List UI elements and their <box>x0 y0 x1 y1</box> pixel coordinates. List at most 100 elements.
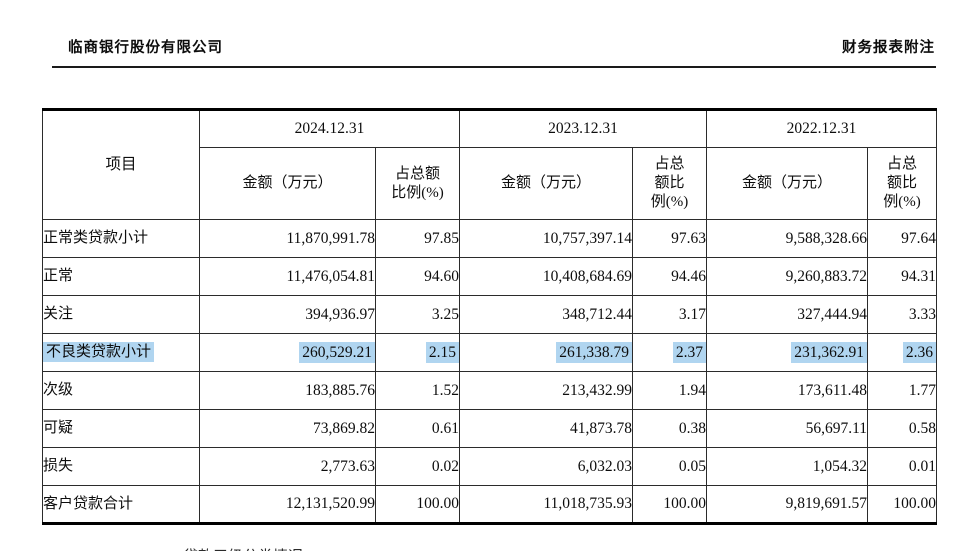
pct-cell: 100.00 <box>867 485 937 524</box>
amount-value: 56,697.11 <box>805 419 867 437</box>
amount-value: 10,757,397.14 <box>542 229 632 247</box>
row-label: 损失 <box>43 458 74 475</box>
pct-value: 0.01 <box>908 457 936 475</box>
pct-cell: 2.36 <box>867 333 937 372</box>
table-header-sub-row: 金额（万元） 占总额 比例(%) 金额（万元） 占总 额比 例(%) 金额（万元… <box>43 147 937 220</box>
amount-cell: 11,018,735.93 <box>459 485 633 524</box>
pct-value: 1.52 <box>431 381 459 399</box>
pct-cell: 97.85 <box>375 219 460 258</box>
amount-value: 9,588,328.66 <box>785 229 867 247</box>
row-label: 关注 <box>43 306 74 323</box>
amount-value: 173,611.48 <box>797 381 867 399</box>
amount-value: 327,444.94 <box>797 305 867 323</box>
amount-value: 213,432.99 <box>562 381 632 399</box>
amount-cell: 9,588,328.66 <box>706 219 868 258</box>
pct-cell: 0.58 <box>867 409 937 448</box>
table-row: 关注 394,936.97 3.25 348,712.44 3.17 327,4… <box>42 295 937 334</box>
column-header-amount-2024: 金额（万元） <box>199 147 376 220</box>
column-header-amount-2022: 金额（万元） <box>706 147 868 220</box>
amount-value: 231,362.91 <box>791 341 867 363</box>
amount-value: 12,131,520.99 <box>285 495 375 513</box>
amount-value: 11,018,735.93 <box>543 495 632 513</box>
amount-cell: 2,773.63 <box>199 447 376 486</box>
pct-value: 3.33 <box>908 305 936 323</box>
pct-value: 0.02 <box>431 457 459 475</box>
row-label-cell: 关注 <box>42 295 200 334</box>
pct-value: 97.85 <box>424 229 459 247</box>
amount-value: 1,054.32 <box>812 457 867 475</box>
amount-cell: 10,757,397.14 <box>459 219 633 258</box>
row-label-cell: 客户贷款合计 <box>42 485 200 524</box>
amount-cell: 394,936.97 <box>199 295 376 334</box>
pct-cell: 94.46 <box>632 257 707 296</box>
row-label-cell: 正常 <box>42 257 200 296</box>
table-header-year-row: 项目 2024.12.31 2023.12.31 2022.12.31 <box>42 109 937 220</box>
loan-classification-table: 项目 2024.12.31 2023.12.31 2022.12.31 金额（万… <box>42 108 937 525</box>
column-header-date-2022: 2022.12.31 <box>706 109 937 148</box>
amount-value: 348,712.44 <box>562 305 632 323</box>
column-header-amount-2023: 金额（万元） <box>459 147 633 220</box>
pct-cell: 1.94 <box>632 371 707 410</box>
pct-value: 100.00 <box>893 495 936 513</box>
amount-cell: 73,869.82 <box>199 409 376 448</box>
pct-value: 94.46 <box>671 267 706 285</box>
amount-cell: 9,260,883.72 <box>706 257 868 296</box>
amount-value: 11,476,054.81 <box>286 267 375 285</box>
row-label: 次级 <box>43 382 74 399</box>
pct-value: 1.77 <box>908 381 936 399</box>
amount-value: 9,260,883.72 <box>785 267 867 285</box>
pct-cell: 2.15 <box>375 333 460 372</box>
report-section-title: 财务报表附注 <box>842 40 935 56</box>
amount-value: 10,408,684.69 <box>542 267 632 285</box>
amount-value: 260,529.21 <box>299 341 375 363</box>
row-label: 可疑 <box>43 420 74 437</box>
pct-cell: 3.33 <box>867 295 937 334</box>
table-row-highlighted: 不良类贷款小计 260,529.21 2.15 261,338.79 2.37 … <box>42 333 937 372</box>
amount-cell: 213,432.99 <box>459 371 633 410</box>
row-label: 正常类贷款小计 <box>43 230 149 247</box>
amount-value: 261,338.79 <box>556 341 632 363</box>
pct-cell: 97.64 <box>867 219 937 258</box>
row-label: 客户贷款合计 <box>43 495 134 512</box>
pct-value: 3.25 <box>431 305 459 323</box>
amount-cell: 261,338.79 <box>459 333 633 372</box>
pct-cell: 0.02 <box>375 447 460 486</box>
column-header-pct-2022: 占总 额比 例(%) <box>867 147 937 220</box>
row-label-cell: 次级 <box>42 371 200 410</box>
amount-value: 11,870,991.78 <box>286 229 375 247</box>
pct-cell: 0.61 <box>375 409 460 448</box>
table-row-total: 客户贷款合计 12,131,520.99 100.00 11,018,735.9… <box>42 485 937 524</box>
pct-value: 97.63 <box>671 229 706 247</box>
amount-cell: 173,611.48 <box>706 371 868 410</box>
pct-value: 94.31 <box>901 267 936 285</box>
pct-cell: 0.05 <box>632 447 707 486</box>
pct-value: 2.15 <box>425 341 459 363</box>
row-label-cell: 可疑 <box>42 409 200 448</box>
amount-value: 2,773.63 <box>320 457 375 475</box>
pct-cell: 1.77 <box>867 371 937 410</box>
amount-cell: 11,476,054.81 <box>199 257 376 296</box>
pct-value: 97.64 <box>901 229 936 247</box>
pct-cell: 2.37 <box>632 333 707 372</box>
pct-value: 100.00 <box>663 495 706 513</box>
partially-visible-next-line-text: 贷款五级分类情况 <box>183 545 303 551</box>
pct-cell: 3.17 <box>632 295 707 334</box>
pct-cell: 100.00 <box>375 485 460 524</box>
pct-cell: 94.60 <box>375 257 460 296</box>
amount-cell: 10,408,684.69 <box>459 257 633 296</box>
amount-value: 9,819,691.57 <box>785 495 867 513</box>
company-name: 临商银行股份有限公司 <box>68 40 223 56</box>
pct-value: 100.00 <box>416 495 459 513</box>
row-label-cell: 正常类贷款小计 <box>42 219 200 258</box>
column-header-date-2023: 2023.12.31 <box>459 109 707 148</box>
column-header-item: 项目 <box>42 109 200 220</box>
column-header-pct-2024: 占总额 比例(%) <box>375 147 460 220</box>
table-row: 损失 2,773.63 0.02 6,032.03 0.05 1,054.32 … <box>42 447 937 486</box>
amount-cell: 56,697.11 <box>706 409 868 448</box>
row-label-cell: 损失 <box>42 447 200 486</box>
pct-value: 2.37 <box>672 341 706 363</box>
amount-cell: 260,529.21 <box>199 333 376 372</box>
row-label-cell: 不良类贷款小计 <box>42 333 200 372</box>
table-row: 正常 11,476,054.81 94.60 10,408,684.69 94.… <box>42 257 937 296</box>
